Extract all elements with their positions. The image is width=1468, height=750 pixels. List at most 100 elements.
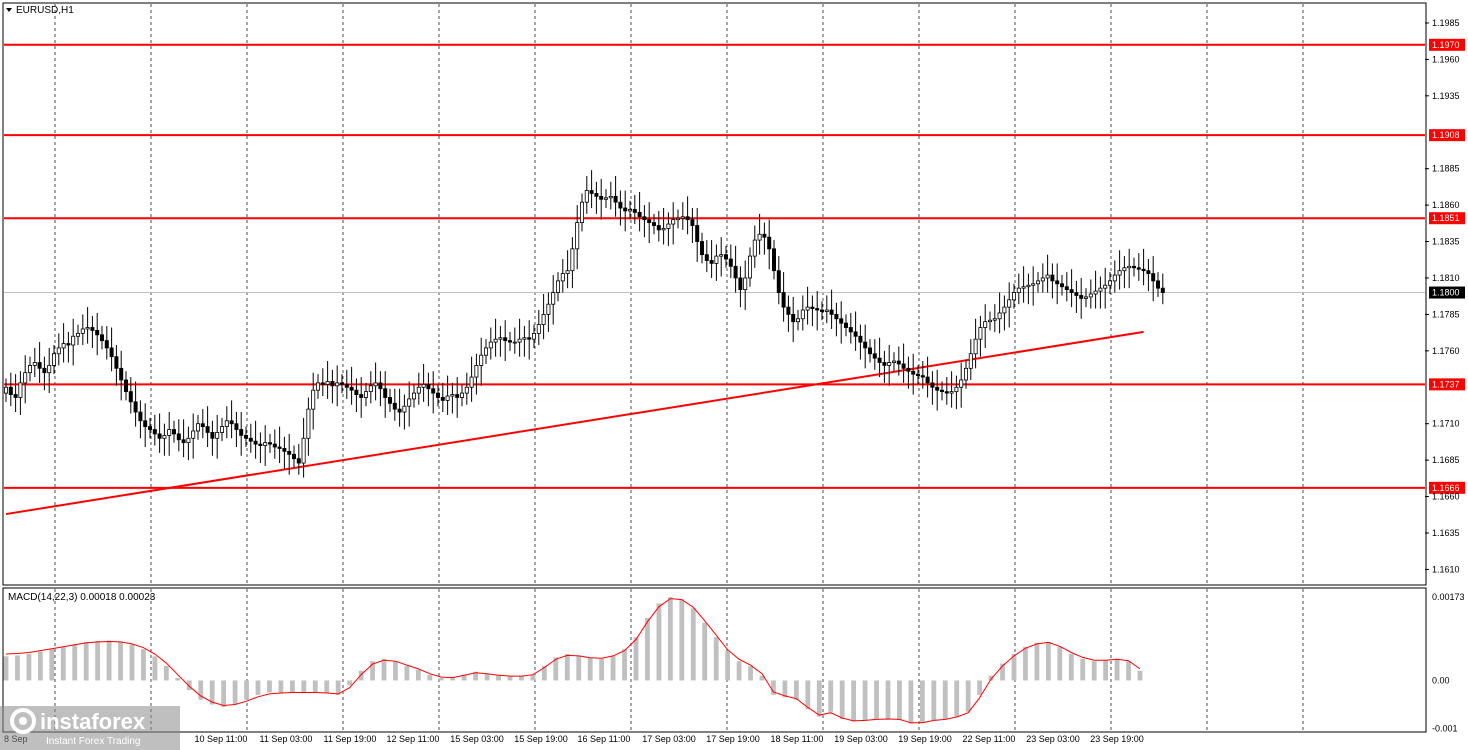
candle-bullish [628, 209, 633, 212]
candle-bearish [1151, 273, 1156, 282]
candle-bullish [450, 394, 455, 397]
macd-bar [427, 674, 433, 681]
macd-bar [335, 680, 341, 695]
candle-bullish [162, 434, 167, 439]
macd-bar [496, 675, 501, 681]
candle-bearish [119, 367, 124, 381]
candle-bullish [714, 255, 719, 264]
macd-bar [1103, 660, 1109, 681]
candle-bearish [13, 394, 18, 398]
macd-bar [118, 641, 123, 681]
candle-bearish [296, 458, 301, 464]
macd-bar [874, 680, 879, 719]
candle-bullish [80, 328, 85, 334]
candle-bearish [637, 211, 642, 218]
candle-bullish [988, 319, 993, 323]
symbol-label[interactable]: EURUSD,H1 [6, 5, 74, 16]
candle-bearish [1160, 287, 1165, 293]
chevron-down-icon[interactable] [6, 8, 12, 12]
candle-bearish [925, 376, 930, 384]
candle-bullish [167, 429, 172, 436]
macd-bar [1068, 653, 1074, 681]
macd-bar [404, 666, 410, 681]
price-tick-label: 1.1685 [1432, 455, 1460, 465]
candle-bullish [191, 430, 196, 439]
candle-bearish [599, 195, 604, 200]
candle-bullish [1031, 283, 1036, 286]
candle-bullish [32, 362, 37, 366]
candle-bullish [796, 318, 801, 323]
price-tick-label: 1.1985 [1432, 18, 1460, 28]
candle-bearish [839, 318, 844, 324]
macd-bar [95, 640, 101, 681]
candle-bullish [1026, 284, 1031, 288]
macd-bar [221, 680, 227, 707]
macd-bar [163, 666, 169, 681]
macd-bar [461, 674, 467, 681]
level-price-label: 1.1666 [1432, 483, 1460, 493]
macd-bar [736, 661, 742, 681]
candle-bullish [311, 389, 316, 410]
price-tick-label: 1.1860 [1432, 200, 1460, 210]
macd-bar [393, 661, 398, 681]
macd-bar [370, 661, 375, 681]
macd-bar [908, 680, 914, 724]
price-tick-label: 1.1885 [1432, 164, 1460, 174]
gear-logo-icon [10, 708, 36, 734]
candle-bullish [52, 353, 57, 366]
macd-bar [438, 678, 444, 681]
current-price-tag [1429, 286, 1465, 299]
macd-bar [645, 617, 650, 681]
time-tick-label: 15 Sep 03:00 [450, 734, 504, 744]
macd-bar [690, 608, 696, 681]
macd-bar [862, 680, 868, 721]
candle-bearish [589, 190, 594, 194]
macd-bar [541, 666, 547, 681]
price-tick-label: 1.1635 [1432, 528, 1460, 538]
candle-bearish [378, 382, 383, 390]
candle-bearish [791, 314, 796, 323]
candle-bearish [882, 362, 887, 366]
candle-bearish [935, 386, 940, 391]
macd-bar [83, 641, 89, 681]
time-tick-label: 11 Sep 03:00 [260, 734, 313, 744]
price-tick-label: 1.1935 [1432, 91, 1460, 101]
candle-bearish [282, 448, 287, 452]
macd-bar [129, 644, 135, 681]
candle-bullish [459, 392, 464, 398]
candle-bearish [786, 306, 791, 315]
macd-bar [965, 680, 971, 712]
macd-bar [553, 657, 559, 681]
candle-bullish [219, 426, 224, 433]
macd-bar [782, 680, 788, 698]
macd-bar [828, 680, 834, 712]
macd-bar [415, 669, 421, 681]
candle-bearish [138, 411, 143, 422]
candle-bearish [383, 388, 388, 398]
candle-bearish [872, 353, 877, 359]
macd-bar [702, 622, 708, 681]
candle-bullish [402, 405, 407, 413]
price-tick-label: 1.1710 [1432, 419, 1460, 429]
candle-bearish [781, 292, 786, 308]
candle-bullish [416, 386, 421, 394]
candle-bearish [1050, 274, 1055, 282]
macd-bar [1034, 642, 1040, 681]
macd-bar [198, 680, 204, 700]
time-tick-label: 23 Sep 19:00 [1090, 734, 1144, 744]
price-tick-label: 1.1660 [1432, 492, 1460, 502]
price-tick-label: 1.1760 [1432, 346, 1460, 356]
macd-bar [576, 655, 582, 681]
time-tick-label: 19 Sep 03:00 [834, 734, 888, 744]
candle-bullish [493, 338, 498, 343]
candle-bearish [858, 335, 863, 343]
candle-bearish [896, 360, 901, 365]
macd-bar [919, 680, 925, 723]
candle-bullish [483, 347, 488, 356]
candle-bullish [325, 381, 330, 385]
candle-bullish [498, 337, 503, 340]
candle-bullish [575, 222, 580, 250]
candle-bearish [359, 394, 364, 398]
macd-bar [656, 603, 662, 681]
candle-bearish [157, 433, 162, 439]
